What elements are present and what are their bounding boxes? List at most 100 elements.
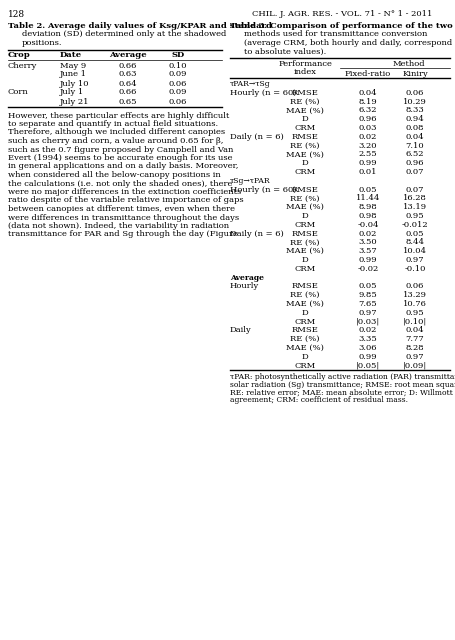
Text: |0.03|: |0.03| — [356, 317, 380, 326]
Text: Daily: Daily — [230, 326, 252, 335]
Text: CRM: CRM — [294, 168, 316, 176]
Text: July 1: July 1 — [60, 88, 84, 97]
Text: 0.97: 0.97 — [406, 256, 425, 264]
Text: 0.96: 0.96 — [406, 159, 424, 167]
Text: 0.94: 0.94 — [405, 115, 425, 123]
Text: -0.04: -0.04 — [357, 221, 379, 229]
Text: 0.05: 0.05 — [359, 282, 377, 291]
Text: transmittance for PAR and Sg through the day (Figure: transmittance for PAR and Sg through the… — [8, 230, 238, 239]
Text: -0.10: -0.10 — [404, 265, 426, 273]
Text: CRM: CRM — [294, 317, 316, 326]
Text: MAE (%): MAE (%) — [286, 204, 324, 211]
Text: 0.04: 0.04 — [406, 132, 425, 141]
Text: 0.09: 0.09 — [169, 88, 187, 97]
Text: methods used for transmittance conversion: methods used for transmittance conversio… — [244, 31, 427, 38]
Text: 0.07: 0.07 — [406, 186, 424, 193]
Text: 8.19: 8.19 — [359, 97, 377, 106]
Text: 0.97: 0.97 — [406, 353, 425, 361]
Text: 0.10: 0.10 — [169, 61, 187, 70]
Text: 10.76: 10.76 — [403, 300, 427, 308]
Text: 0.01: 0.01 — [359, 168, 377, 176]
Text: Hourly: Hourly — [230, 282, 259, 291]
Text: 0.63: 0.63 — [119, 70, 137, 79]
Text: RMSE: RMSE — [292, 282, 318, 291]
Text: 0.06: 0.06 — [406, 89, 424, 97]
Text: Cherry: Cherry — [8, 61, 37, 70]
Text: solar radiation (Sg) transmittance; RMSE: root mean square error;: solar radiation (Sg) transmittance; RMSE… — [230, 381, 455, 389]
Text: CHIL. J. AGR. RES. - VOL. 71 - N° 1 - 2011: CHIL. J. AGR. RES. - VOL. 71 - N° 1 - 20… — [252, 10, 432, 18]
Text: (average CRM, both hourly and daily, correspond: (average CRM, both hourly and daily, cor… — [244, 39, 452, 47]
Text: CRM: CRM — [294, 265, 316, 273]
Text: 0.06: 0.06 — [169, 79, 187, 88]
Text: 3.57: 3.57 — [359, 247, 377, 255]
Text: 11.44: 11.44 — [356, 195, 380, 202]
Text: RMSE: RMSE — [292, 132, 318, 141]
Text: deviation (SD) determined only at the shadowed: deviation (SD) determined only at the sh… — [22, 31, 227, 38]
Text: index: index — [293, 68, 317, 76]
Text: 0.66: 0.66 — [119, 88, 137, 97]
Text: 9.85: 9.85 — [359, 291, 377, 300]
Text: D: D — [302, 353, 308, 361]
Text: 8.98: 8.98 — [359, 204, 377, 211]
Text: 0.98: 0.98 — [359, 212, 377, 220]
Text: 0.65: 0.65 — [119, 97, 137, 106]
Text: 0.99: 0.99 — [359, 159, 377, 167]
Text: RE (%): RE (%) — [290, 335, 320, 343]
Text: were no major differences in the extinction coefficients: were no major differences in the extinct… — [8, 188, 241, 196]
Text: 0.06: 0.06 — [169, 97, 187, 106]
Text: May 9: May 9 — [60, 61, 86, 70]
Text: Evert (1994) seems to be accurate enough for its use: Evert (1994) seems to be accurate enough… — [8, 154, 233, 162]
Text: 0.02: 0.02 — [359, 326, 377, 335]
Text: to absolute values).: to absolute values). — [244, 47, 326, 56]
Text: 0.06: 0.06 — [406, 282, 424, 291]
Text: Hourly (n = 60): Hourly (n = 60) — [230, 89, 297, 97]
Text: RMSE: RMSE — [292, 89, 318, 97]
Text: Corn: Corn — [8, 88, 29, 97]
Text: D: D — [302, 159, 308, 167]
Text: 0.05: 0.05 — [359, 186, 377, 193]
Text: agreement; CRM: coefficient of residual mass.: agreement; CRM: coefficient of residual … — [230, 396, 408, 404]
Text: 10.04: 10.04 — [403, 247, 427, 255]
Text: CRM: CRM — [294, 362, 316, 370]
Text: 0.02: 0.02 — [359, 132, 377, 141]
Text: 7.65: 7.65 — [359, 300, 377, 308]
Text: RE (%): RE (%) — [290, 97, 320, 106]
Text: positions.: positions. — [22, 39, 62, 47]
Text: 0.02: 0.02 — [359, 230, 377, 237]
Text: 0.96: 0.96 — [359, 115, 377, 123]
Text: 6.52: 6.52 — [406, 150, 424, 158]
Text: SD: SD — [172, 51, 185, 59]
Text: Daily (n = 6): Daily (n = 6) — [230, 230, 284, 237]
Text: τPAR: photosynthetically active radiation (PAR) transmittance; τSg: global: τPAR: photosynthetically active radiatio… — [230, 373, 455, 381]
Text: D: D — [302, 309, 308, 317]
Text: 7.10: 7.10 — [406, 141, 425, 150]
Text: RMSE: RMSE — [292, 186, 318, 193]
Text: MAE (%): MAE (%) — [286, 247, 324, 255]
Text: 8.28: 8.28 — [406, 344, 425, 352]
Text: RE (%): RE (%) — [290, 239, 320, 246]
Text: Kiniry: Kiniry — [402, 70, 428, 77]
Text: July 10: July 10 — [60, 79, 90, 88]
Text: MAE (%): MAE (%) — [286, 344, 324, 352]
Text: MAE (%): MAE (%) — [286, 106, 324, 115]
Text: 6.32: 6.32 — [359, 106, 377, 115]
Text: However, these particular effects are highly difficult: However, these particular effects are hi… — [8, 111, 229, 120]
Text: 10.29: 10.29 — [403, 97, 427, 106]
Text: to separate and quantify in actual field situations.: to separate and quantify in actual field… — [8, 120, 218, 128]
Text: 7.77: 7.77 — [405, 335, 425, 343]
Text: 0.97: 0.97 — [359, 309, 377, 317]
Text: 0.04: 0.04 — [406, 326, 425, 335]
Text: 8.44: 8.44 — [405, 239, 425, 246]
Text: D: D — [302, 115, 308, 123]
Text: such as cherry and corn, a value around 0.65 for β,: such as cherry and corn, a value around … — [8, 137, 223, 145]
Text: 0.07: 0.07 — [406, 168, 424, 176]
Text: in general applications and on a daily basis. Moreover,: in general applications and on a daily b… — [8, 163, 238, 170]
Text: 3.50: 3.50 — [359, 239, 377, 246]
Text: CRM: CRM — [294, 221, 316, 229]
Text: when considered all the below-canopy positions in: when considered all the below-canopy pos… — [8, 171, 221, 179]
Text: Average: Average — [109, 51, 147, 59]
Text: 0.95: 0.95 — [406, 212, 425, 220]
Text: July 21: July 21 — [60, 97, 90, 106]
Text: Daily (n = 6): Daily (n = 6) — [230, 132, 284, 141]
Text: 2.55: 2.55 — [359, 150, 377, 158]
